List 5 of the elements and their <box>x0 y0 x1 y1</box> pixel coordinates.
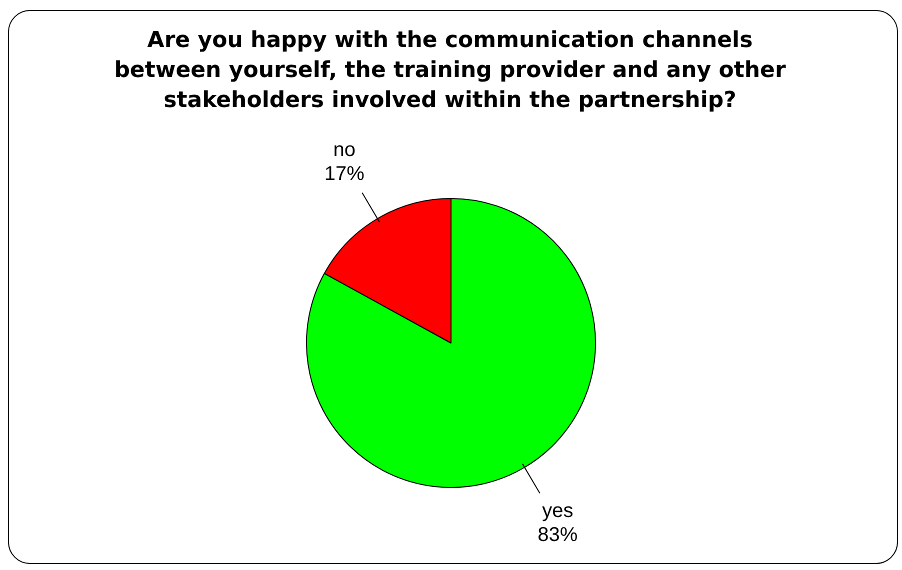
chart-title: Are you happy with the communication channels between yourself, the training provider and any other stakeholders involved within the partnership? <box>113 27 787 115</box>
slice-label: yes <box>542 500 574 522</box>
data-label: 83% <box>538 524 578 546</box>
data-label: 17% <box>324 163 365 186</box>
slice-label: no <box>333 139 356 162</box>
